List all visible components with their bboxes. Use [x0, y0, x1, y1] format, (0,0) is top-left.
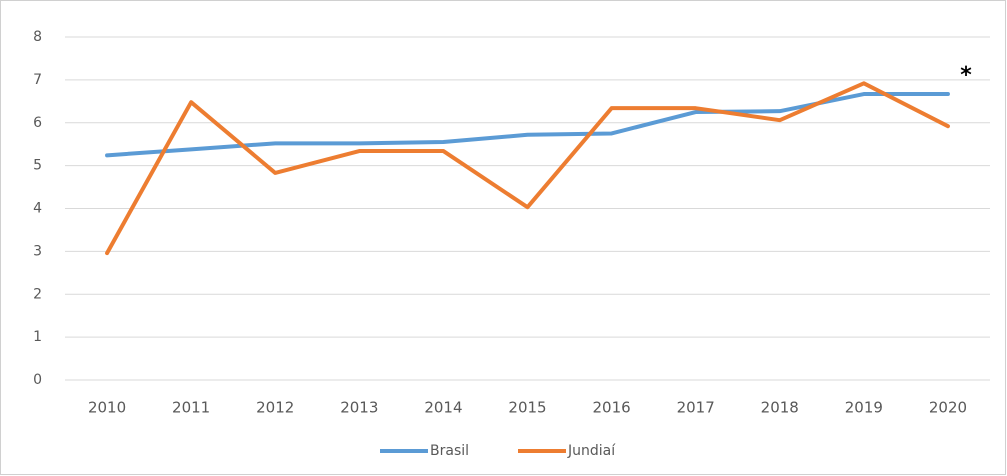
- x-tick-label: 2016: [592, 399, 630, 417]
- y-tick-label: 7: [33, 72, 42, 88]
- y-tick-label: 5: [33, 158, 42, 174]
- legend-label: Brasil: [430, 443, 469, 459]
- x-tick-label: 2012: [256, 399, 294, 417]
- y-tick-label: 4: [33, 201, 42, 217]
- y-tick-label: 6: [33, 115, 42, 131]
- annotation: *: [960, 63, 972, 88]
- x-tick-label: 2011: [172, 399, 210, 417]
- y-tick-label: 8: [33, 29, 42, 45]
- x-tick-label: 2018: [761, 399, 799, 417]
- x-tick-label: 2020: [929, 399, 967, 417]
- x-tick-label: 2014: [424, 399, 462, 417]
- y-tick-label: 0: [33, 372, 42, 388]
- x-tick-label: 2019: [845, 399, 883, 417]
- x-tick-label: 2017: [677, 399, 715, 417]
- y-tick-label: 1: [33, 329, 42, 345]
- series-line: [105, 81, 950, 256]
- legend-label: Jundiaí: [567, 443, 616, 459]
- series-line: [105, 92, 950, 158]
- y-tick-label: 3: [33, 243, 42, 259]
- x-tick-label: 2013: [340, 399, 378, 417]
- y-tick-label: 2: [33, 286, 42, 302]
- x-tick-label: 2015: [508, 399, 546, 417]
- x-tick-label: 2010: [88, 399, 126, 417]
